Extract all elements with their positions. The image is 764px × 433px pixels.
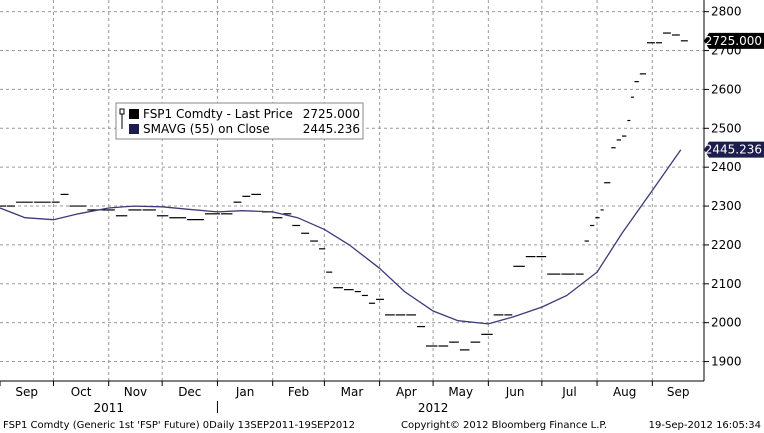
last-value-tags: 2725.000 2445.236	[704, 32, 764, 158]
legend[interactable]: FSP1 Comdty - Last Price 2725.000 SMAVG …	[115, 102, 364, 140]
x-axis: Sep Oct Nov Dec Jan Feb Mar Apr May Jun Jul Aug Sep 2…	[0, 381, 689, 415]
x-tick-label: Mar	[341, 385, 364, 399]
year-label: 2012	[418, 401, 449, 415]
footer-copyright: Copyright© 2012 Bloomberg Finance L.P.	[401, 420, 607, 431]
y-tick-label: 2200	[711, 238, 742, 252]
y-tick-label: 2300	[711, 199, 742, 213]
tag-background	[704, 141, 764, 158]
x-tick-label: Nov	[124, 385, 147, 399]
smavg-line	[0, 149, 682, 325]
y-tick-label: 2500	[711, 121, 742, 135]
footer-timestamp: 19-Sep-2012 16:05:34	[649, 420, 761, 431]
y-tick-label: 2100	[711, 277, 742, 291]
x-tick-label: Jun	[505, 385, 525, 399]
footer: FSP1 Comdty (Generic 1st 'FSP' Future) 0…	[3, 420, 761, 431]
y-tick-label: 2600	[711, 82, 742, 96]
y-tick-label: 2400	[711, 160, 742, 174]
last-price-tag: 2725.000	[704, 32, 764, 49]
plot-frame	[0, 0, 705, 382]
y-tick-label: 2800	[711, 5, 742, 19]
x-tick-label: Jan	[235, 385, 255, 399]
x-tick-label: Sep	[15, 385, 38, 399]
legend-box	[115, 102, 364, 140]
x-tick-label: Jul	[561, 385, 576, 399]
legend-value-last-price: 2725.000	[303, 107, 360, 121]
x-tick-label: Oct	[71, 385, 92, 399]
x-tick-label: May	[448, 385, 473, 399]
series-layer	[0, 32, 688, 351]
legend-swatch-smavg	[129, 124, 139, 134]
legend-label-smavg: SMAVG (55) on Close	[143, 122, 270, 136]
x-tick-label: Dec	[178, 385, 201, 399]
legend-label-last-price: FSP1 Comdty - Last Price	[143, 107, 293, 121]
x-tick-label: Apr	[396, 385, 417, 399]
footer-description: FSP1 Comdty (Generic 1st 'FSP' Future) 0…	[3, 420, 355, 431]
y-tick-label: 1900	[711, 355, 742, 369]
legend-swatch-last-price	[129, 109, 139, 119]
grid	[0, 0, 704, 381]
tag-label: 2725.000	[705, 34, 762, 48]
x-tick-label: Sep	[667, 385, 690, 399]
year-label: 2011	[93, 401, 124, 415]
y-tick-label: 2000	[711, 316, 742, 330]
smavg-tag: 2445.236	[704, 141, 764, 158]
x-tick-label: Aug	[613, 385, 636, 399]
x-tick-label: Feb	[288, 385, 309, 399]
tag-background	[704, 32, 764, 49]
legend-value-smavg: 2445.236	[303, 122, 360, 136]
tag-label: 2445.236	[705, 143, 762, 157]
